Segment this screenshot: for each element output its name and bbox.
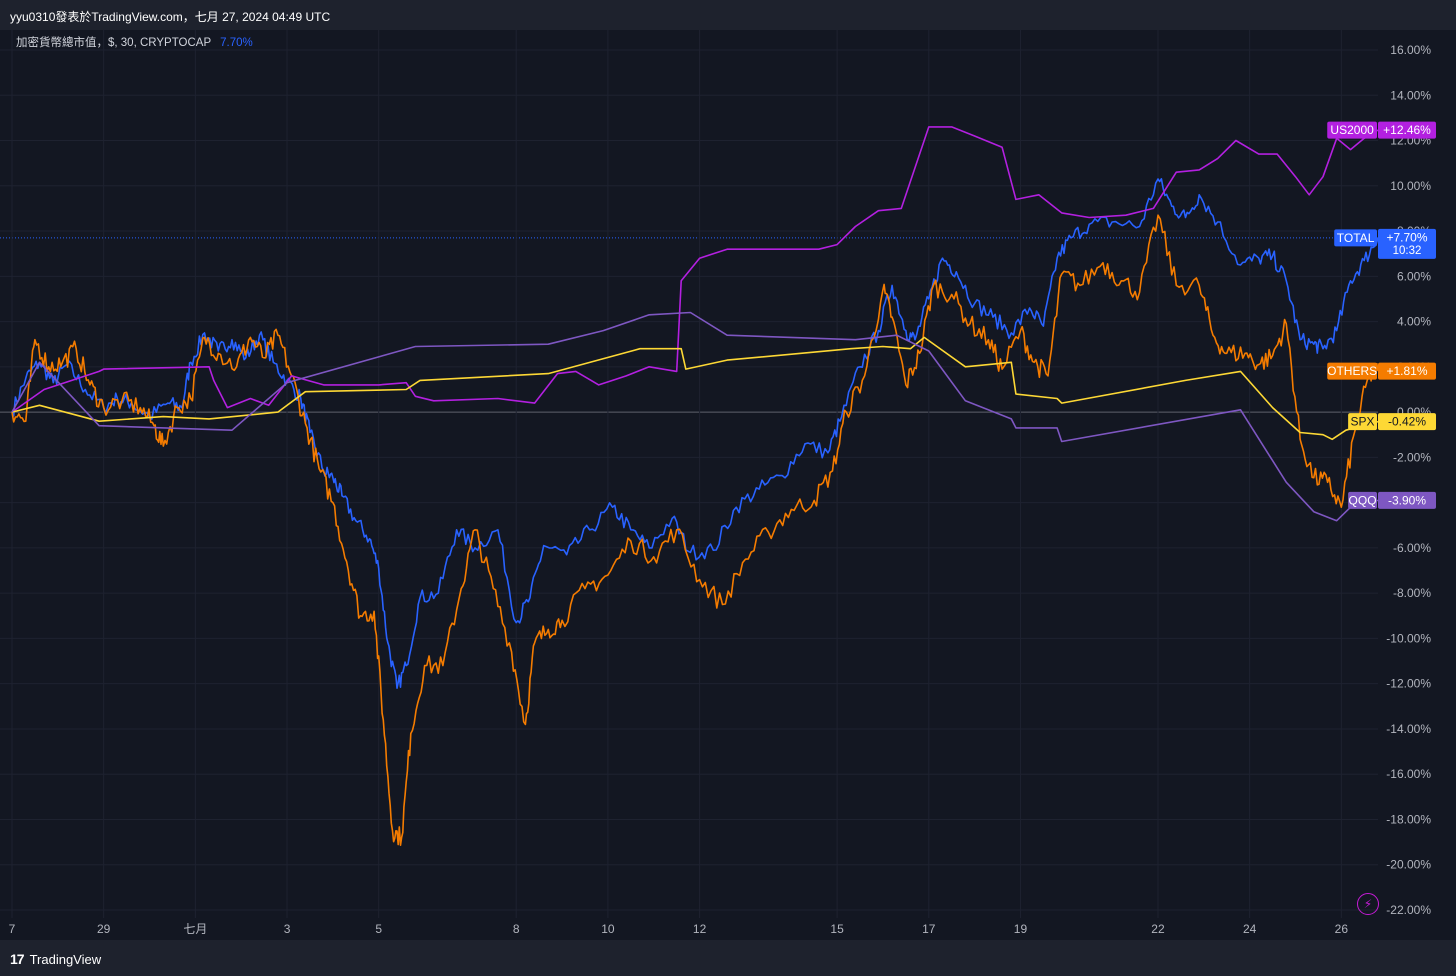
y-tick-label: -8.00% (1393, 586, 1431, 600)
x-tick-label: 17 (922, 922, 936, 936)
series-name-tag (1348, 413, 1377, 431)
series-name-tag (1334, 229, 1377, 247)
x-tick-label: 22 (1151, 922, 1165, 936)
series-line-total (11, 178, 1379, 689)
series-value-tag (1378, 413, 1436, 431)
y-tick-label: -12.00% (1386, 677, 1431, 691)
series-value-label: -3.90% (1388, 493, 1426, 507)
series-name-label: QQQ (1349, 493, 1377, 507)
y-tick-label: -16.00% (1386, 767, 1431, 781)
series-value-tag (1378, 491, 1436, 509)
x-tick-label: 7 (9, 922, 16, 936)
series-value-tag (1378, 362, 1436, 380)
price-chart[interactable]: 16.00%14.00%12.00%10.00%8.00%6.00%4.00%2… (0, 30, 1456, 940)
series-name-label: US2000 (1330, 123, 1374, 137)
series-value-label: -0.42% (1388, 415, 1426, 429)
tradingview-logo-icon: 17 (10, 951, 25, 967)
price-axis[interactable]: 16.00%14.00%12.00%10.00%8.00%6.00%4.00%2… (1386, 43, 1431, 917)
chart-legend[interactable]: 加密貨幣總市值，$, 30, CRYPTOCAP 7.70% (16, 34, 253, 50)
x-tick-label: 29 (97, 922, 111, 936)
x-tick-label: 3 (284, 922, 291, 936)
y-tick-label: -22.00% (1386, 903, 1431, 917)
series-value-label: +12.46% (1383, 123, 1431, 137)
x-tick-label: 10 (601, 922, 615, 936)
y-tick-label: -6.00% (1393, 541, 1431, 555)
series-name-label: TOTAL (1337, 231, 1375, 245)
y-tick-label: 10.00% (1390, 179, 1431, 193)
y-tick-label: 4.00% (1397, 315, 1431, 329)
time-axis[interactable]: 7 29 七月 3 5 8 10 12 15 17 19 22 24 26 (9, 922, 1349, 936)
series-value-label: +1.81% (1386, 364, 1427, 378)
y-tick-label: 6.00% (1397, 269, 1431, 283)
x-tick-label: 19 (1014, 922, 1028, 936)
legend-value: 7.70% (220, 37, 253, 49)
series-name-label: SPX (1351, 415, 1375, 429)
series-value-tag (1378, 121, 1436, 139)
y-tick-label: -20.00% (1386, 858, 1431, 872)
x-tick-label: 8 (513, 922, 520, 936)
series-name-label: OTHERS (1327, 364, 1377, 378)
brand-name: TradingView (29, 951, 102, 967)
footer-bar: 17 TradingView (0, 940, 1456, 976)
x-tick-label: 24 (1243, 922, 1257, 936)
y-tick-label: -10.00% (1386, 631, 1431, 645)
series-name-tag (1348, 491, 1377, 509)
x-tick-label: 5 (375, 922, 382, 936)
series-tags: +7.70%10:32 TOTAL +1.81% OTHERS +12.46% US200… (1327, 121, 1436, 509)
y-tick-label: 16.00% (1390, 43, 1431, 57)
attribution-bar: yyu0310發表於TradingView.com，七月 27, 2024 04… (0, 0, 1456, 30)
y-tick-label: -2.00% (1393, 450, 1431, 464)
series-line-qqq (11, 311, 1379, 522)
legend-symbol: 加密貨幣總市值，$, 30, CRYPTOCAP (16, 37, 211, 49)
y-tick-label: 14.00% (1390, 88, 1431, 102)
brand[interactable]: 17 TradingView (10, 951, 101, 967)
chart-grid (0, 30, 1378, 918)
attribution-text: yyu0310發表於TradingView.com，七月 27, 2024 04… (10, 10, 331, 24)
series-name-tag (1327, 362, 1377, 380)
series-value-label: +7.70% (1386, 230, 1427, 244)
lightning-icon[interactable]: ⚡ (1357, 893, 1379, 915)
y-tick-label: -18.00% (1386, 812, 1431, 826)
series-value-tag (1378, 228, 1436, 259)
x-tick-label: 12 (693, 922, 707, 936)
series-line-us2000 (11, 126, 1379, 413)
series-name-tag (1327, 121, 1377, 139)
series-line-spx (11, 336, 1379, 441)
x-tick-label: 七月 (183, 922, 207, 936)
x-tick-label: 15 (830, 922, 844, 936)
series-line-others (11, 214, 1379, 846)
y-tick-label: -14.00% (1386, 722, 1431, 736)
chart-series (11, 126, 1379, 846)
series-time-label: 10:32 (1393, 245, 1422, 257)
x-tick-label: 26 (1335, 922, 1349, 936)
